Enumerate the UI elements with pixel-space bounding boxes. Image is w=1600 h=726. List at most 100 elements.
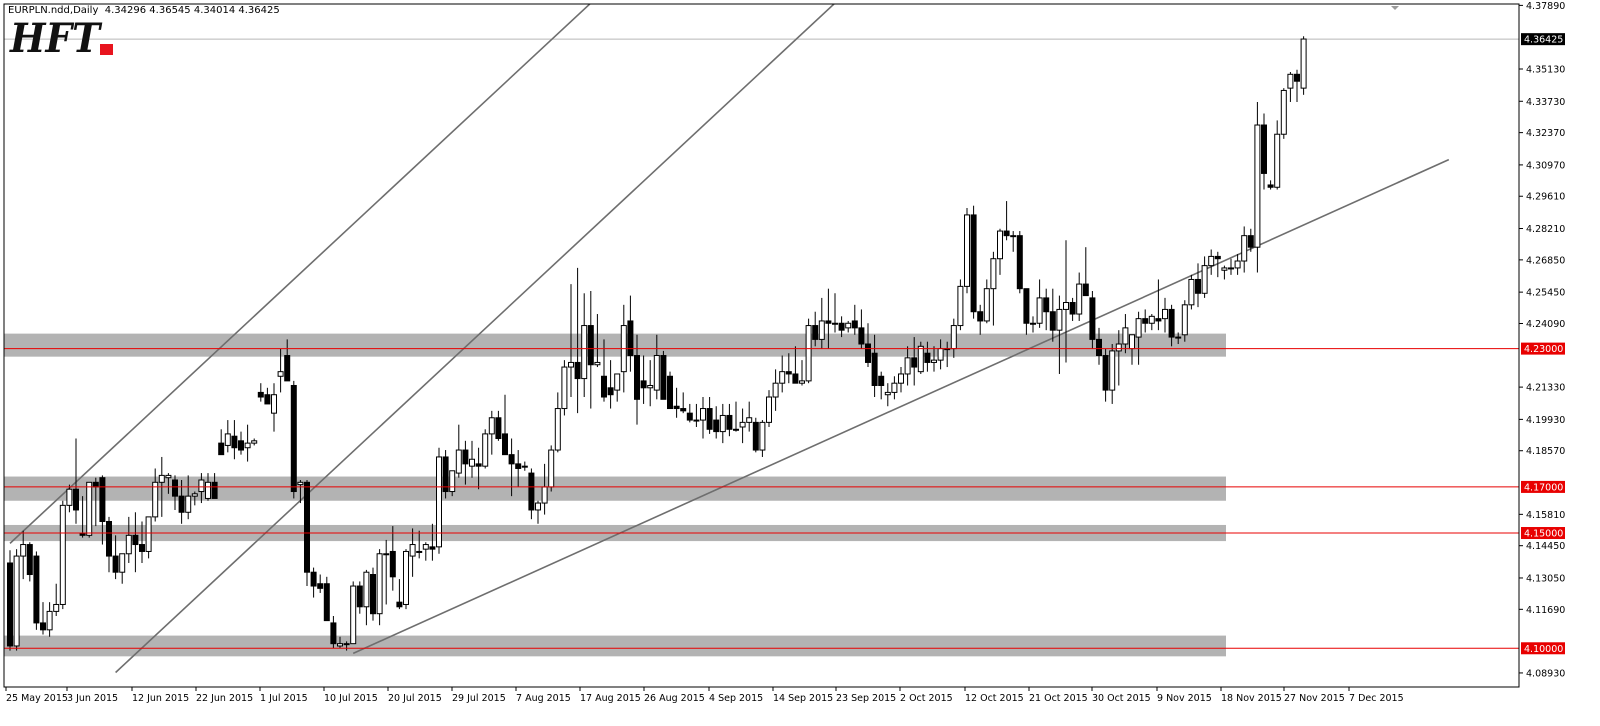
candle — [825, 288, 832, 349]
candle — [607, 360, 614, 409]
candle — [726, 403, 733, 437]
candle-body-down — [304, 481, 310, 573]
candle-body-down — [667, 375, 673, 410]
candle-body-up — [759, 421, 766, 451]
support-resistance-zone — [4, 635, 1226, 657]
candle — [766, 390, 772, 427]
candle-body-down — [317, 583, 324, 589]
candle — [449, 470, 456, 497]
price-axis[interactable]: 4.37890 4.35130 4.33730 4.32370 4.30970 4.296… — [1519, 1, 1565, 680]
support-resistance-zone — [4, 333, 1226, 357]
candle — [119, 553, 126, 584]
candle-body-up — [1254, 124, 1261, 248]
candle — [139, 521, 145, 563]
candle-body-down — [211, 481, 218, 499]
candle — [805, 318, 812, 384]
candle-body-down — [660, 355, 667, 400]
candle-body-down — [132, 534, 139, 546]
candle-body-up — [1175, 336, 1182, 339]
candle — [1102, 348, 1109, 402]
price-tick-label: 4.35130 — [1526, 65, 1565, 76]
candle-body-down — [1096, 338, 1102, 357]
candle — [515, 450, 522, 487]
candle — [1023, 288, 1030, 335]
candle — [152, 468, 159, 522]
candle — [1142, 309, 1149, 333]
candle — [792, 346, 799, 384]
candle — [1241, 226, 1248, 273]
last-price-label: 4.36425 — [1524, 35, 1563, 46]
time-axis[interactable]: 25 May 2015 3 Jun 2015 12 Jun 2015 22 Jun 2… — [5, 687, 1404, 704]
candle-body-down — [112, 555, 119, 573]
candle-body-up — [191, 493, 198, 497]
candle-body-up — [931, 359, 937, 363]
candle — [231, 420, 238, 460]
plot-area[interactable] — [4, 0, 1519, 674]
candle — [1181, 300, 1188, 342]
candle — [251, 438, 258, 446]
price-tick-label: 4.25450 — [1526, 288, 1565, 299]
candle-body-up — [436, 456, 442, 548]
candle — [1221, 265, 1228, 280]
candle — [53, 583, 60, 617]
candle — [1274, 120, 1281, 190]
candle — [264, 387, 271, 405]
candle-body-down — [310, 571, 317, 587]
symbol-name: EURPLN.ndd — [8, 5, 70, 16]
date-tick-label: 18 Nov 2015 — [1221, 693, 1282, 704]
candle-body-up — [46, 610, 53, 631]
candle-body-up — [343, 643, 350, 646]
candle-body-down — [1247, 235, 1254, 248]
candle — [759, 420, 766, 457]
candle — [389, 526, 396, 591]
candle-body-up — [805, 325, 812, 382]
candle — [693, 403, 700, 427]
candle — [1175, 332, 1182, 345]
candle — [640, 355, 647, 404]
candle-body-up — [277, 371, 284, 377]
low-price: 4.34014 — [193, 5, 236, 16]
candle-body-up — [152, 481, 159, 518]
candle — [191, 491, 198, 506]
trendline[interactable] — [9, 0, 611, 544]
candle — [1247, 228, 1254, 252]
candle — [673, 387, 680, 418]
date-tick-label: 7 Aug 2015 — [516, 693, 571, 704]
candle-body-up — [983, 288, 990, 322]
candle — [290, 380, 297, 499]
candle — [488, 410, 495, 455]
price-tick-label: 4.24090 — [1526, 319, 1565, 330]
candle — [706, 397, 713, 434]
candle-body-up — [693, 419, 700, 422]
date-tick-label: 22 Jun 2015 — [196, 693, 253, 704]
candle-body-up — [779, 371, 786, 384]
candle-body-up — [86, 481, 93, 536]
shift-marker-icon[interactable] — [1391, 6, 1399, 10]
candle-body-down — [1294, 73, 1300, 82]
candle — [1294, 69, 1300, 102]
candle-body-up — [1234, 260, 1241, 269]
candle — [257, 383, 264, 402]
candle — [403, 549, 409, 610]
candle-body-up — [1129, 334, 1135, 350]
trendline[interactable] — [115, 0, 855, 674]
trendline[interactable] — [352, 158, 1450, 655]
candle-body-down — [528, 472, 535, 511]
candle-body-down — [442, 456, 449, 493]
candle-body-up — [614, 373, 621, 391]
candle — [818, 297, 825, 349]
candle-body-down — [911, 357, 918, 368]
candle — [1036, 279, 1043, 328]
candle — [1010, 231, 1017, 252]
candle-body-down — [970, 214, 977, 313]
candle-body-up — [1109, 350, 1116, 391]
candle-body-down — [231, 435, 238, 449]
candle-body-down — [865, 343, 871, 363]
candle — [125, 516, 132, 563]
date-tick-label: 17 Aug 2015 — [580, 693, 641, 704]
price-tick-label: 4.21330 — [1526, 383, 1565, 394]
candle-body-down — [257, 391, 264, 398]
candle-body-down — [502, 433, 508, 456]
